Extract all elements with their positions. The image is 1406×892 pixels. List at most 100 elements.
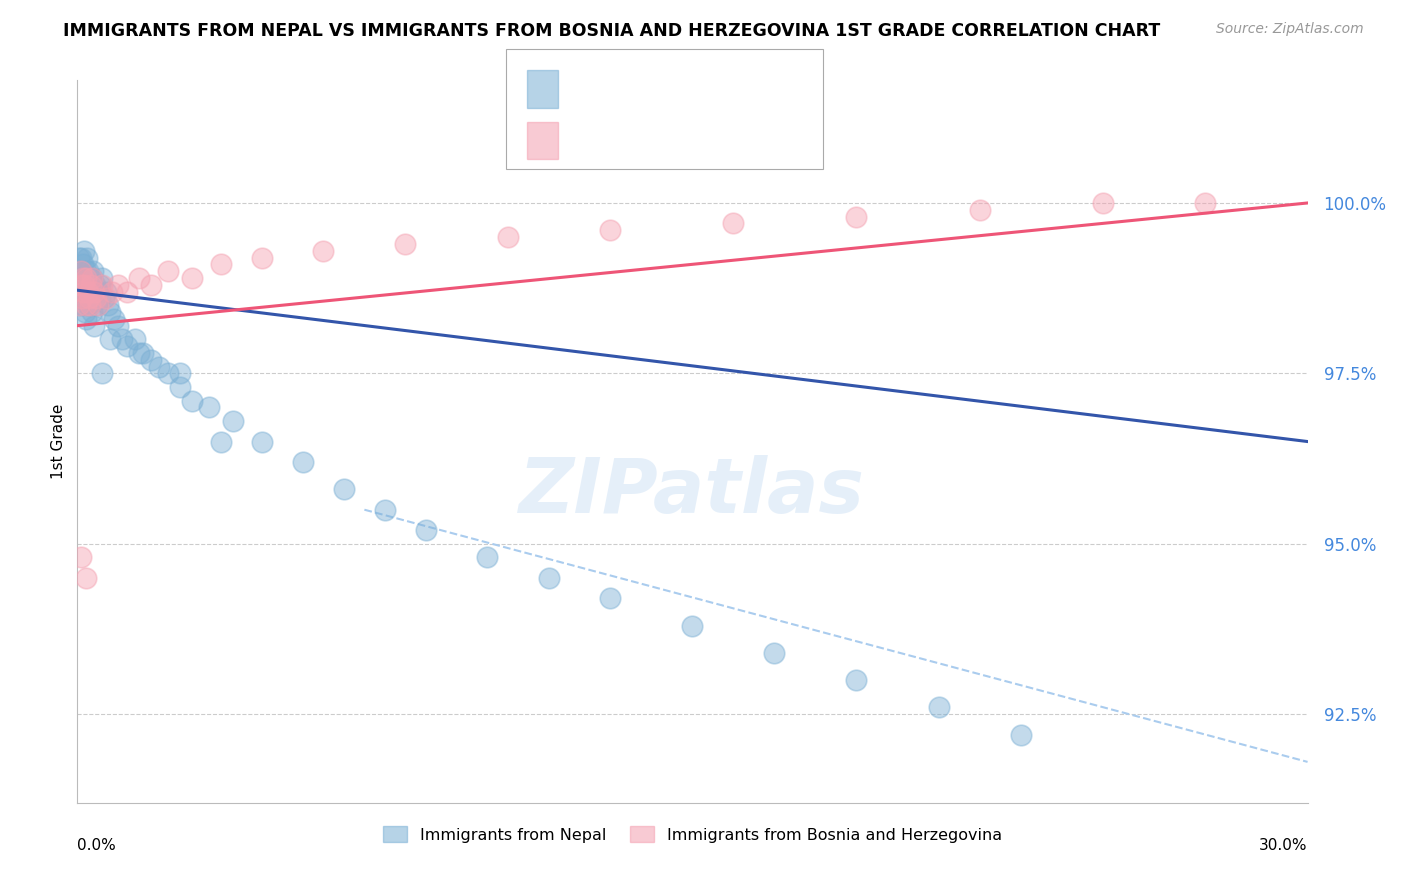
Point xyxy=(209,434,232,449)
Point xyxy=(141,352,163,367)
Point xyxy=(76,298,98,312)
Point xyxy=(80,277,103,292)
Point xyxy=(89,277,111,292)
Point xyxy=(415,523,437,537)
Point xyxy=(80,305,103,319)
Point xyxy=(928,700,950,714)
Point xyxy=(84,292,107,306)
Point xyxy=(75,571,97,585)
Y-axis label: 1st Grade: 1st Grade xyxy=(51,404,66,479)
Point xyxy=(115,339,138,353)
Point xyxy=(333,482,356,496)
Point xyxy=(70,298,93,312)
Point xyxy=(101,285,124,299)
Point xyxy=(682,618,704,632)
Point xyxy=(969,202,991,217)
Point xyxy=(496,230,519,244)
Point xyxy=(845,210,868,224)
Point xyxy=(763,646,786,660)
Point xyxy=(1010,728,1032,742)
Point xyxy=(75,311,97,326)
Point xyxy=(79,285,101,299)
Point xyxy=(94,285,117,299)
Point xyxy=(70,264,93,278)
Text: R =: R = xyxy=(567,80,606,98)
Point xyxy=(98,305,121,319)
Point xyxy=(80,271,103,285)
Point xyxy=(73,277,96,292)
Point xyxy=(90,367,114,381)
Point xyxy=(83,285,105,299)
Point xyxy=(156,264,179,278)
Point xyxy=(76,251,98,265)
Point xyxy=(72,271,94,285)
Point xyxy=(89,292,111,306)
Point xyxy=(107,277,129,292)
Point xyxy=(70,292,93,306)
Point xyxy=(70,285,93,299)
Point xyxy=(394,236,416,251)
Point xyxy=(70,251,93,265)
Text: -0.265: -0.265 xyxy=(602,80,666,98)
Point xyxy=(181,271,204,285)
Point xyxy=(103,311,125,326)
Point xyxy=(141,277,163,292)
Point xyxy=(75,285,97,299)
Point xyxy=(77,292,100,306)
Point xyxy=(72,271,94,285)
Point xyxy=(181,393,204,408)
Point xyxy=(312,244,335,258)
Point xyxy=(83,285,105,299)
Text: 0.0%: 0.0% xyxy=(77,838,117,853)
Point xyxy=(87,298,110,312)
Point xyxy=(128,346,150,360)
Point xyxy=(70,550,93,565)
Point xyxy=(80,271,103,285)
Point xyxy=(291,455,314,469)
Point xyxy=(1091,196,1114,211)
Point xyxy=(98,332,121,346)
Point xyxy=(72,285,94,299)
Point xyxy=(250,434,273,449)
Point xyxy=(845,673,868,687)
Point xyxy=(93,292,115,306)
Text: Source: ZipAtlas.com: Source: ZipAtlas.com xyxy=(1216,22,1364,37)
Point xyxy=(132,346,155,360)
Point xyxy=(72,292,94,306)
Point xyxy=(169,380,191,394)
Point xyxy=(250,251,273,265)
Text: 30.0%: 30.0% xyxy=(1260,838,1308,853)
Point xyxy=(79,271,101,285)
Point xyxy=(76,264,98,278)
Point xyxy=(723,216,745,230)
Point xyxy=(197,401,219,415)
Point xyxy=(72,285,94,299)
Point xyxy=(77,292,100,306)
Point xyxy=(148,359,170,374)
Point xyxy=(128,271,150,285)
Text: 72: 72 xyxy=(714,80,740,98)
Text: 0.217: 0.217 xyxy=(602,131,658,150)
Point xyxy=(75,298,97,312)
Point xyxy=(209,257,232,271)
Point xyxy=(222,414,245,428)
Legend: Immigrants from Nepal, Immigrants from Bosnia and Herzegovina: Immigrants from Nepal, Immigrants from B… xyxy=(377,820,1008,849)
Point xyxy=(537,571,560,585)
Point xyxy=(111,332,134,346)
Point xyxy=(156,367,179,381)
Point xyxy=(87,285,110,299)
Point xyxy=(83,318,105,333)
Point xyxy=(124,332,146,346)
Point xyxy=(77,277,100,292)
Point xyxy=(374,502,396,516)
Point xyxy=(69,277,91,292)
Point xyxy=(86,298,108,312)
Text: R =: R = xyxy=(567,131,606,150)
Point xyxy=(70,264,93,278)
Text: IMMIGRANTS FROM NEPAL VS IMMIGRANTS FROM BOSNIA AND HERZEGOVINA 1ST GRADE CORREL: IMMIGRANTS FROM NEPAL VS IMMIGRANTS FROM… xyxy=(63,22,1160,40)
Text: N =: N = xyxy=(679,131,718,150)
Text: 39: 39 xyxy=(714,131,740,150)
Point xyxy=(80,277,103,292)
Point xyxy=(75,264,97,278)
Point xyxy=(107,318,129,333)
